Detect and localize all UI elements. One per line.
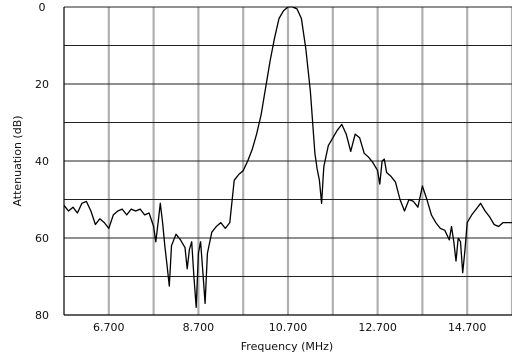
x-tick-label: 6.700	[93, 321, 125, 334]
x-axis-label: Frequency (MHz)	[241, 340, 333, 353]
x-tick-label: 14.700	[448, 321, 487, 334]
y-tick-label: 0	[39, 1, 46, 14]
x-tick-label: 10.700	[269, 321, 308, 334]
attenuation-series-line	[63, 6, 512, 308]
plot-area	[63, 6, 512, 308]
y-tick-label: 60	[35, 232, 49, 245]
y-axis-ticks: 0 20 40 60 80	[35, 1, 49, 322]
y-axis-label: Attenuation (dB)	[11, 115, 24, 206]
y-tick-label: 80	[35, 309, 49, 322]
grid	[63, 6, 512, 316]
x-axis-ticks: 6.700 8.700 10.700 12.700 14.700	[93, 321, 486, 334]
y-tick-label: 40	[35, 155, 49, 168]
y-tick-label: 20	[35, 78, 49, 91]
x-tick-label: 8.700	[183, 321, 215, 334]
x-tick-label: 12.700	[358, 321, 397, 334]
